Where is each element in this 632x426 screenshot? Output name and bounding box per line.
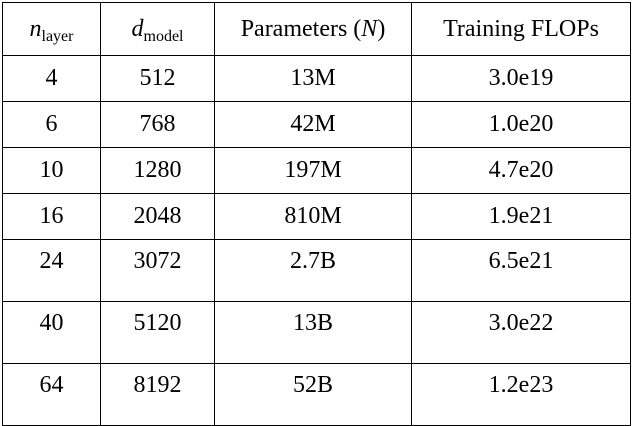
table-row: 24 3072 2.7B 6.5e21 [2,239,631,302]
table-row: 40 5120 13B 3.0e22 [2,301,631,364]
cell-parameters: 2.7B [214,239,412,302]
header-parameters-var: N [361,15,378,42]
cell-training-flops: 1.2e23 [411,363,631,426]
header-d-model-subscript: model [143,27,184,45]
cell-parameters: 52B [214,363,412,426]
table-row: 6 768 42M 1.0e20 [2,101,631,148]
header-parameters-label: Parameters ( [240,15,362,42]
cell-d-model: 2048 [100,193,215,240]
cell-training-flops: 1.0e20 [411,101,631,148]
cell-n-layer: 24 [2,239,101,302]
cell-d-model: 8192 [100,363,215,426]
header-n-layer: nlayer [2,2,101,56]
cell-d-model: 3072 [100,239,215,302]
table-row: 16 2048 810M 1.9e21 [2,193,631,240]
cell-n-layer: 10 [2,147,101,194]
header-parameters-close: ) [377,15,386,42]
header-n-layer-symbol: n [29,15,42,42]
cell-parameters: 13B [214,301,412,364]
cell-training-flops: 6.5e21 [411,239,631,302]
cell-training-flops: 4.7e20 [411,147,631,194]
table-row: 4 512 13M 3.0e19 [2,55,631,102]
header-training-flops-label: Training FLOPs [443,15,599,42]
cell-parameters: 810M [214,193,412,240]
table-row: 10 1280 197M 4.7e20 [2,147,631,194]
cell-d-model: 512 [100,55,215,102]
cell-parameters: 42M [214,101,412,148]
header-training-flops: Training FLOPs [411,2,631,56]
header-d-model-symbol: d [131,15,144,42]
cell-training-flops: 3.0e19 [411,55,631,102]
cell-training-flops: 3.0e22 [411,301,631,364]
cell-d-model: 5120 [100,301,215,364]
cell-n-layer: 64 [2,363,101,426]
cell-d-model: 1280 [100,147,215,194]
cell-training-flops: 1.9e21 [411,193,631,240]
cell-parameters: 13M [214,55,412,102]
header-parameters: Parameters (N) [214,2,412,56]
cell-n-layer: 4 [2,55,101,102]
header-d-model: dmodel [100,2,215,56]
cell-n-layer: 16 [2,193,101,240]
table-header-row: nlayer dmodel Parameters (N) Training FL… [2,2,631,56]
cell-n-layer: 40 [2,301,101,364]
table-row: 64 8192 52B 1.2e23 [2,363,631,426]
cell-n-layer: 6 [2,101,101,148]
cell-parameters: 197M [214,147,412,194]
cell-d-model: 768 [100,101,215,148]
header-n-layer-subscript: layer [41,27,74,45]
